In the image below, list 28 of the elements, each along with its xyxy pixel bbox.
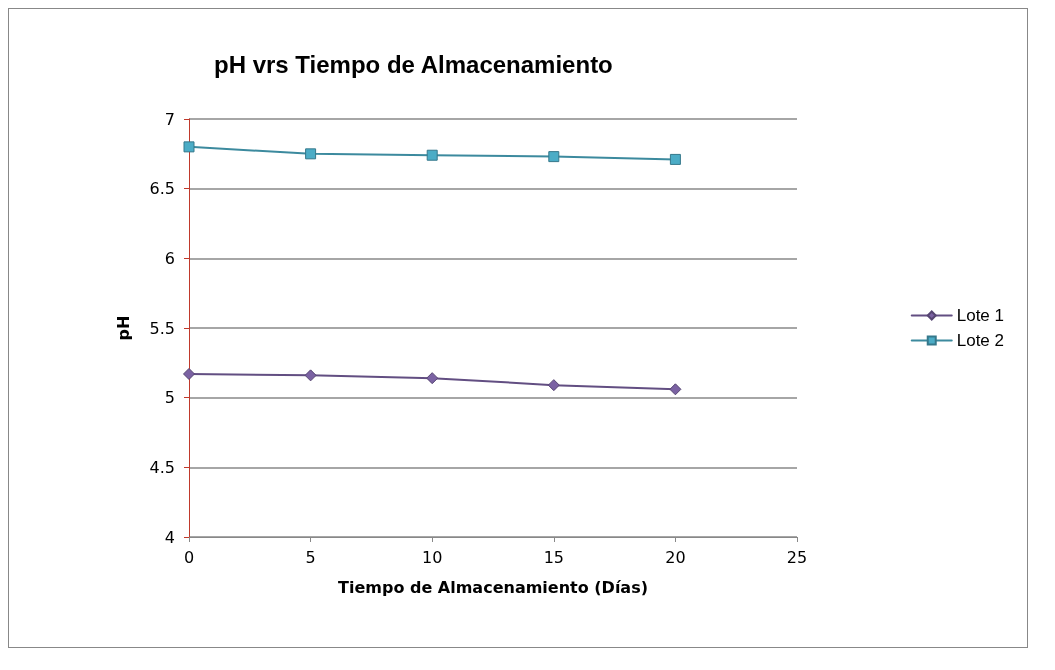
- legend-label: Lote 2: [956, 331, 1004, 350]
- x-tick-label: 25: [786, 547, 808, 567]
- legend-label: Lote 1: [956, 306, 1004, 325]
- y-tick-label: 5.5: [149, 318, 175, 338]
- point: [548, 151, 560, 163]
- x-tick-label: 20: [665, 547, 686, 567]
- y-tick-label: 4: [164, 527, 175, 547]
- point: [305, 148, 317, 160]
- point: [183, 367, 195, 380]
- x-axis-title: Tiempo de Almacenamiento (Días): [338, 577, 648, 597]
- x-tick-label: 0: [183, 547, 195, 567]
- x-tick-label: 15: [543, 547, 564, 567]
- y-tick-label: 5: [164, 388, 175, 408]
- point: [669, 153, 681, 165]
- y-axis-title: pH: [113, 315, 133, 341]
- point: [426, 372, 439, 385]
- y-tick-label: 6: [164, 248, 175, 268]
- point: [183, 141, 195, 153]
- y-tick-label: 7: [164, 109, 175, 129]
- x-tick-label: 5: [305, 547, 316, 567]
- point: [547, 379, 560, 392]
- point: [304, 369, 317, 382]
- x-tick-label: 10: [422, 547, 443, 567]
- y-tick-label: 4.5: [149, 457, 175, 477]
- chart-title: pH vrs Tiempo de Almacenamiento: [214, 50, 613, 78]
- point: [426, 149, 438, 161]
- point: [669, 383, 682, 396]
- y-tick-label: 6.5: [149, 179, 175, 199]
